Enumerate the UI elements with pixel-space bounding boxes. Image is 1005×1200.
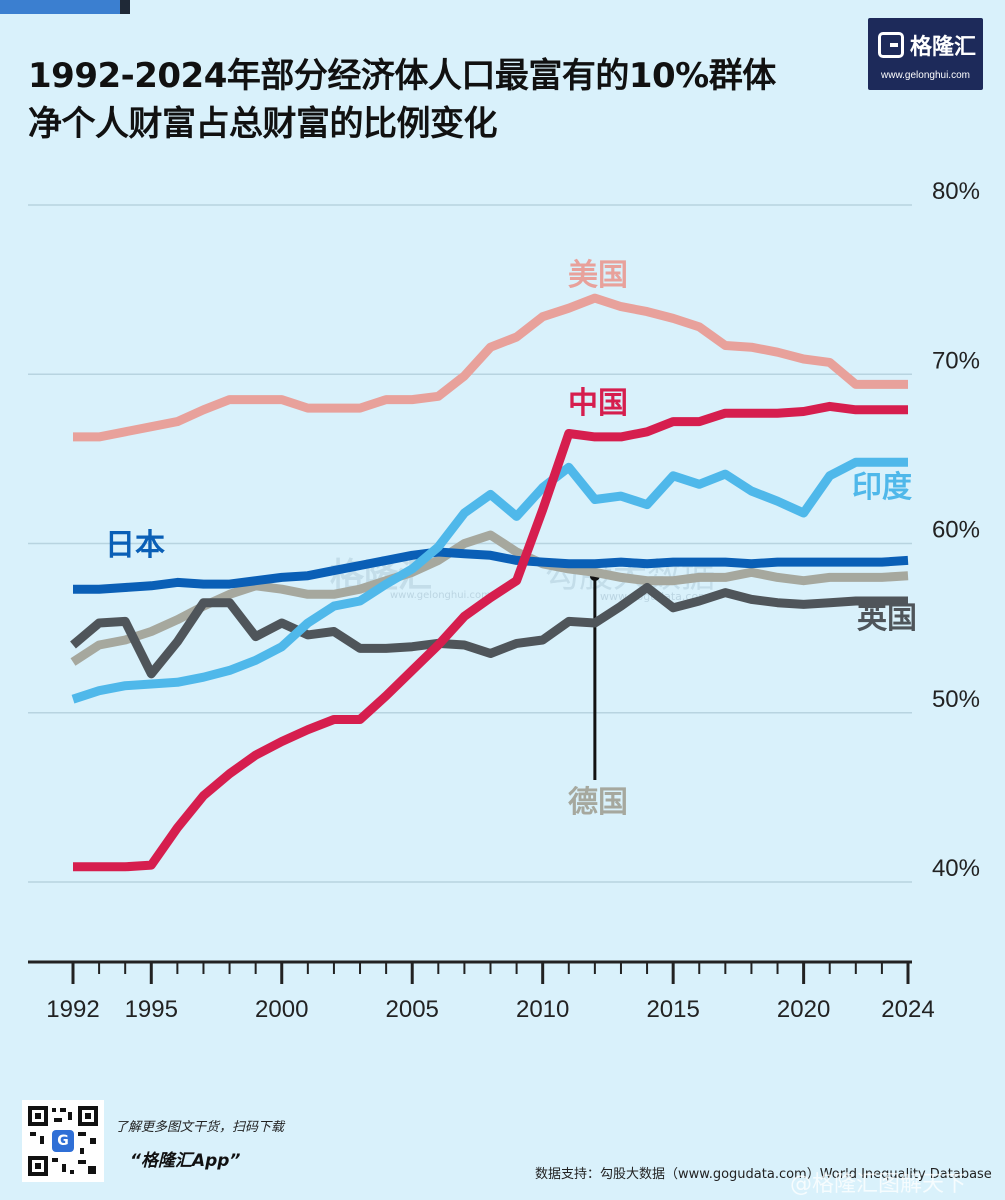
series-label-india: 印度	[852, 470, 912, 505]
series-label-japan: 日本	[105, 528, 165, 563]
chart-title-line1: 1992-2024年部分经济体人口最富有的10%群体	[28, 56, 776, 96]
x-tick-label-2005: 2005	[386, 996, 439, 1023]
y-tick-label-50: 50%	[932, 686, 980, 713]
x-tick-label-2000: 2000	[255, 996, 308, 1023]
app-logo-icon: G	[52, 1130, 74, 1152]
brand-logo[interactable]: 格隆汇 www.gelonghui.com	[868, 18, 983, 90]
series-line-japan	[73, 547, 909, 594]
series-line-us	[73, 293, 908, 442]
series-label-uk: 英国	[857, 601, 917, 636]
gelonghui-logo-icon	[878, 32, 904, 58]
x-tick-label-2010: 2010	[516, 996, 569, 1023]
x-tick-label-1992: 1992	[46, 996, 99, 1023]
top-accent-bar	[0, 0, 120, 14]
brand-name: 格隆汇	[910, 35, 977, 60]
brand-url: www.gelonghui.com	[881, 70, 970, 81]
x-tick-label-2024: 2024	[881, 996, 934, 1023]
weibo-watermark: @格隆汇图解天下	[790, 1172, 967, 1197]
series-line-china	[73, 401, 908, 872]
x-tick-label-2015: 2015	[646, 996, 699, 1023]
x-tick-label-2020: 2020	[777, 996, 830, 1023]
series-label-china: 中国	[568, 386, 628, 421]
qr-pattern	[28, 1106, 98, 1176]
chart-title: 1992-2024年部分经济体人口最富有的10%群体 净个人财富占总财富的比例变…	[28, 52, 858, 148]
watermark-gelonghui-url: www.gelonghui.com	[390, 590, 491, 601]
promo-app-name: “格隆汇App”	[130, 1151, 241, 1171]
y-tick-label-60: 60%	[932, 517, 980, 544]
series-line-india	[71, 457, 908, 704]
y-tick-label-70: 70%	[932, 347, 980, 374]
qr-code[interactable]: G	[22, 1100, 104, 1182]
data-source: 数据支持：勾股大数据（www.gogudata.com）World Inequa…	[535, 1167, 992, 1182]
y-tick-label-80: 80%	[932, 178, 980, 205]
chart-title-line2: 净个人财富占总财富的比例变化	[28, 104, 498, 144]
series-label-germany: 德国	[568, 785, 628, 820]
top-accent-divider	[120, 0, 130, 14]
series-line-uk	[70, 583, 908, 679]
series-label-us: 美国	[568, 258, 628, 293]
promo-text: 了解更多图文干货，扫码下载	[115, 1120, 285, 1135]
y-tick-label-40: 40%	[932, 855, 980, 882]
x-tick-label-1995: 1995	[125, 996, 178, 1023]
